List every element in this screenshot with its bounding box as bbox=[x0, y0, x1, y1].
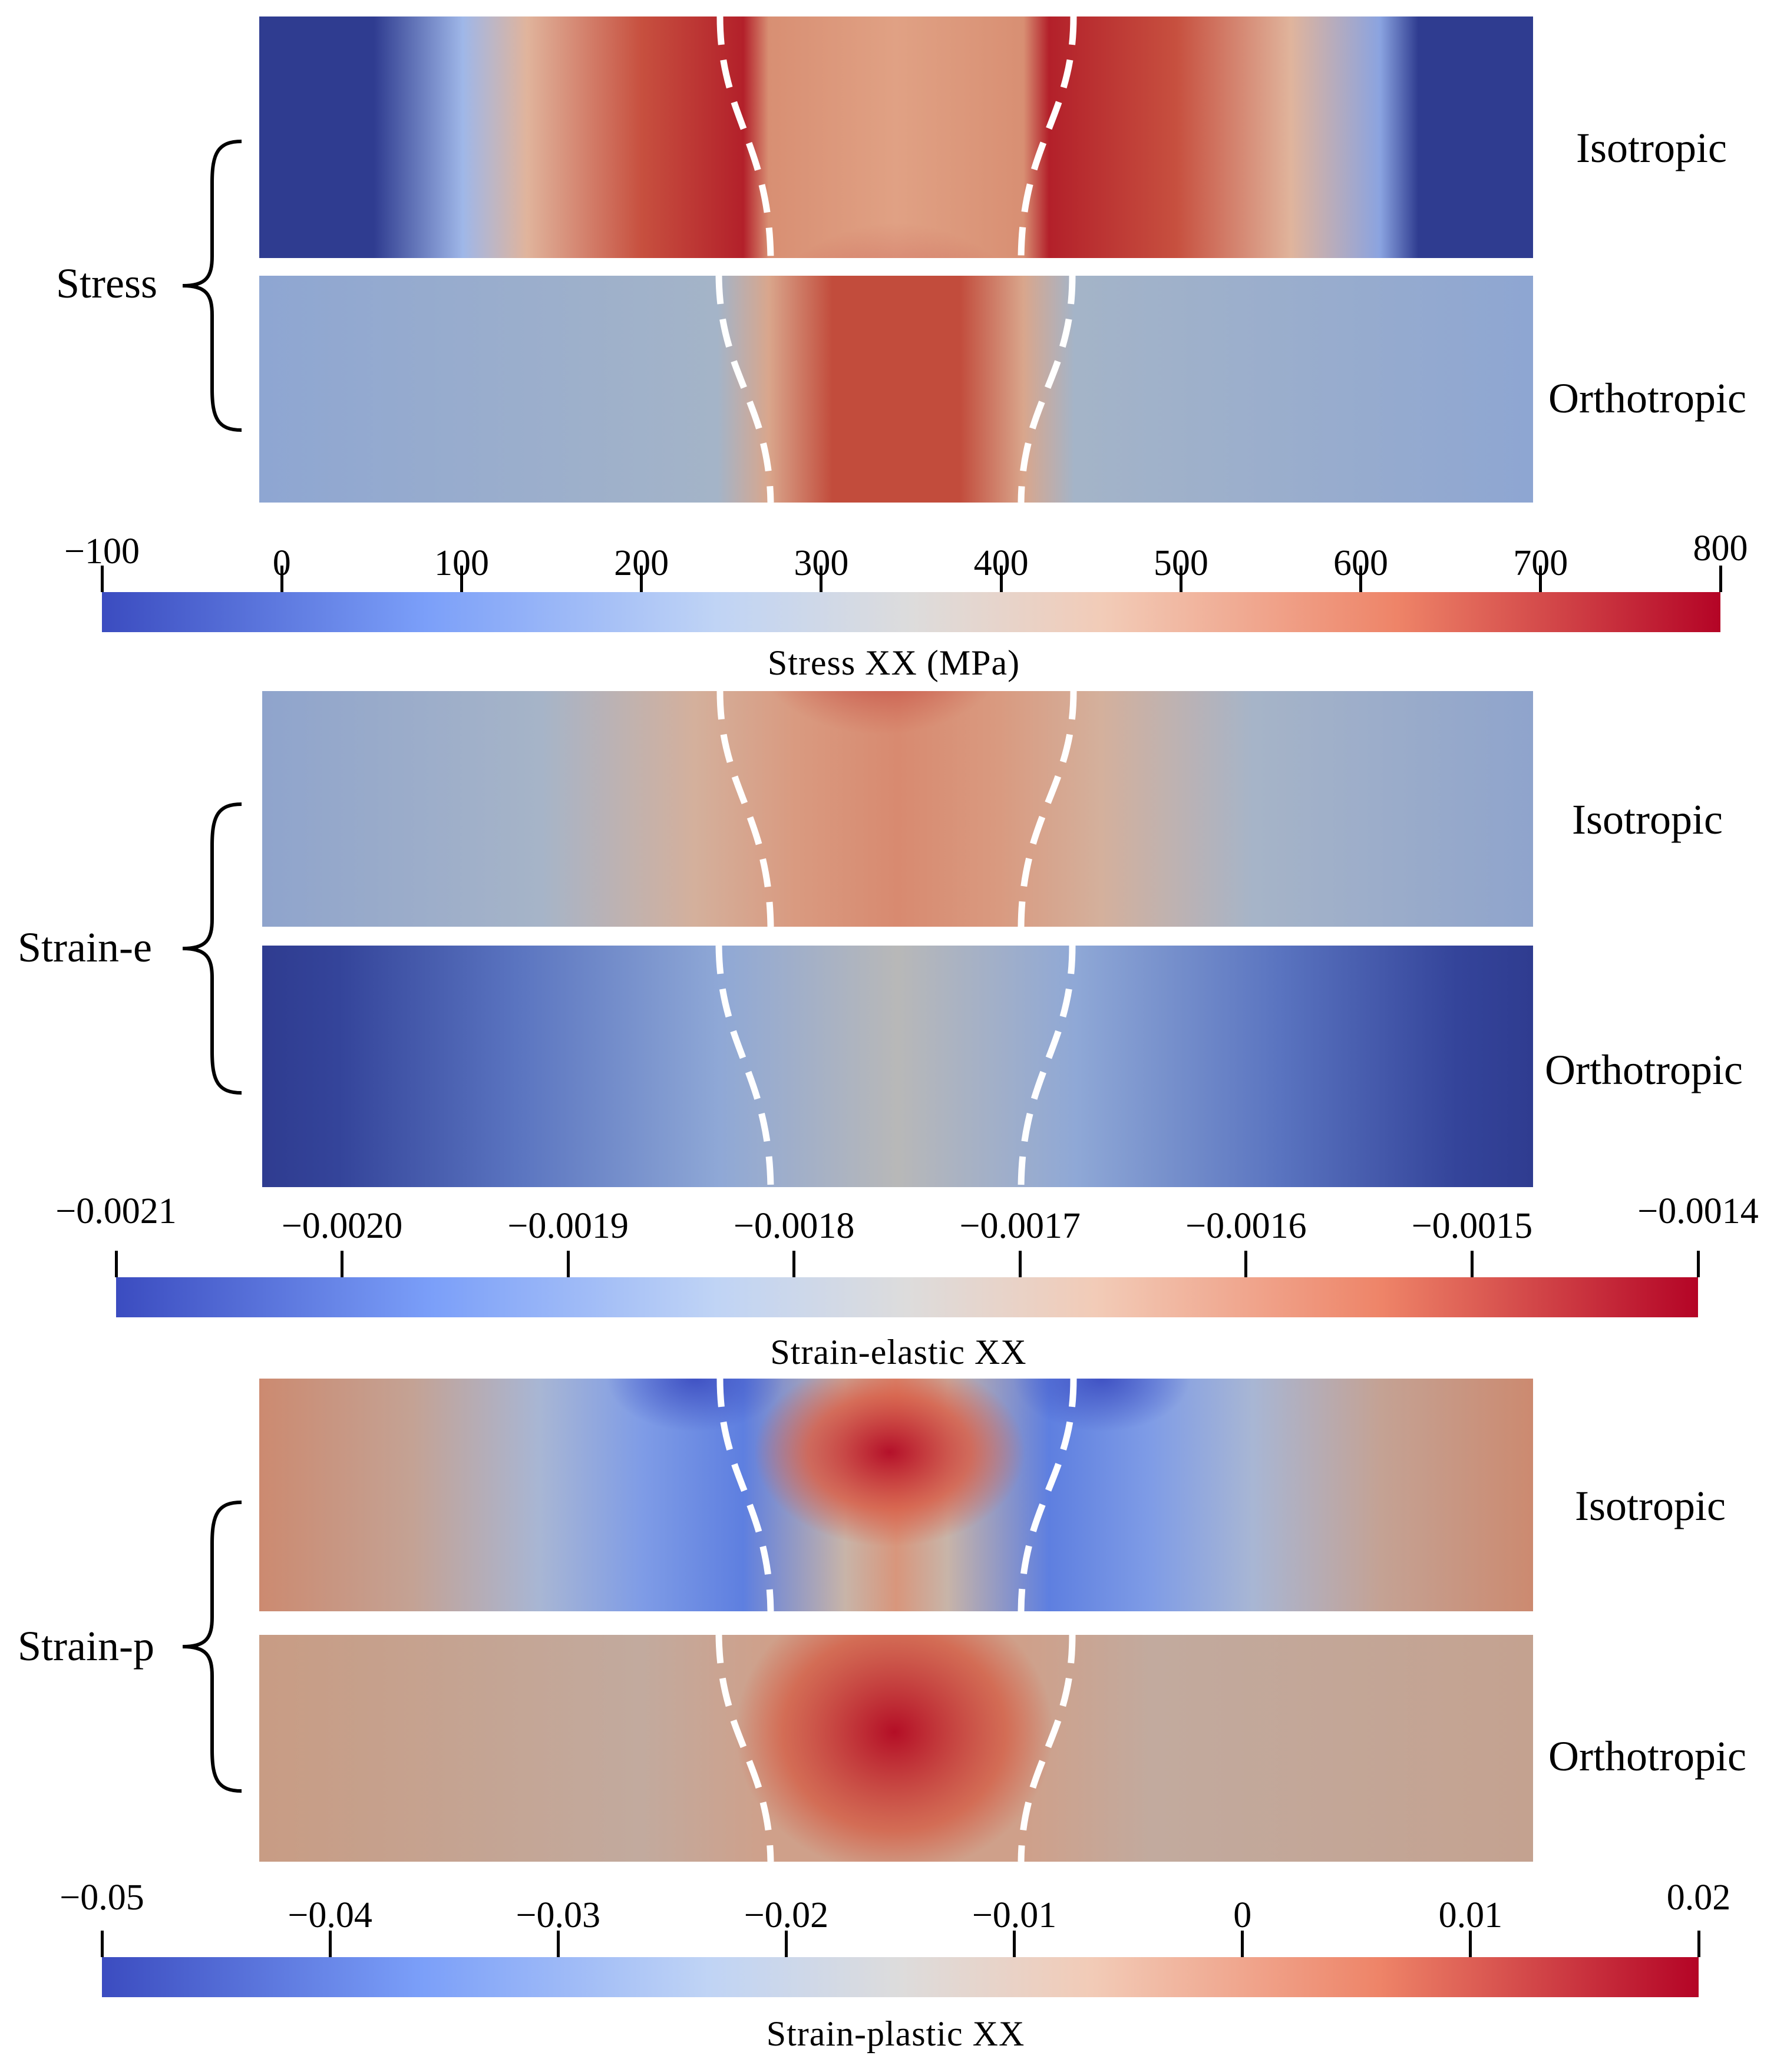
colorbar-tick bbox=[792, 1251, 796, 1277]
colorbar-tick bbox=[100, 566, 104, 592]
contour-stress-orthotropic bbox=[259, 276, 1533, 503]
colorbar-tick-label: −0.05 bbox=[60, 1878, 144, 1918]
colorbar-tick-label: −0.0016 bbox=[1185, 1206, 1307, 1246]
colorbar-strain-e-title: Strain-elastic XX bbox=[770, 1333, 1027, 1372]
brace-strain-p bbox=[182, 1501, 242, 1793]
fusion-boundary-lines bbox=[715, 16, 1077, 503]
colorbar-tick-label: −100 bbox=[64, 531, 140, 571]
colorbar-tick bbox=[1470, 1251, 1474, 1277]
colorbar-tick bbox=[1013, 1931, 1016, 1957]
colorbar-tick bbox=[640, 566, 643, 592]
colorbar-tick bbox=[556, 1931, 560, 1957]
group-label-strain-e: Strain-e bbox=[18, 924, 152, 971]
colorbar-tick bbox=[566, 1251, 570, 1277]
colorbar-strain-p bbox=[102, 1957, 1699, 1997]
colorbar-tick-label: −0.0018 bbox=[733, 1206, 855, 1246]
contour-strain-e-isotropic bbox=[262, 691, 1533, 927]
colorbar-tick-label: −0.0015 bbox=[1411, 1206, 1533, 1246]
colorbar-tick bbox=[1539, 566, 1542, 592]
colorbar-tick-label: −0.0014 bbox=[1637, 1191, 1759, 1231]
colorbar-tick bbox=[114, 1251, 118, 1277]
colorbar-tick-label: 600 bbox=[1333, 543, 1389, 583]
colorbar-tick bbox=[1697, 1931, 1700, 1957]
colorbar-tick bbox=[1018, 1251, 1022, 1277]
colorbar-tick bbox=[1244, 1251, 1248, 1277]
colorbar-tick bbox=[1696, 1251, 1700, 1277]
brace-stress bbox=[182, 140, 242, 432]
colorbar-tick-label: 0 bbox=[1233, 1895, 1252, 1935]
colorbar-tick-label: 0 bbox=[272, 543, 291, 583]
colorbar-tick-label: −0.01 bbox=[972, 1895, 1057, 1935]
colorbar-tick bbox=[784, 1931, 788, 1957]
colorbar-tick-label: 300 bbox=[794, 543, 849, 583]
row-label-isotropic: Isotropic bbox=[1572, 796, 1723, 843]
colorbar-tick-label: −0.0021 bbox=[55, 1191, 177, 1231]
colorbar-tick-label: 100 bbox=[434, 543, 489, 583]
colorbar-tick-label: 700 bbox=[1513, 543, 1568, 583]
colorbar-tick bbox=[1469, 1931, 1472, 1957]
colorbar-tick-label: 0.01 bbox=[1438, 1895, 1503, 1935]
colorbar-tick-label: −0.02 bbox=[744, 1895, 829, 1935]
brace-strain-e bbox=[182, 802, 242, 1095]
contour-strain-p-isotropic bbox=[259, 1379, 1533, 1611]
colorbar-tick bbox=[999, 566, 1003, 592]
contour-strain-p-orthotropic bbox=[259, 1635, 1533, 1862]
colorbar-tick bbox=[100, 1931, 104, 1957]
section-stress: Stress Isotropic Orthotropic −100 0 100 200… bbox=[0, 0, 1787, 683]
colorbar-tick-label: 800 bbox=[1693, 528, 1748, 569]
colorbar-tick bbox=[1359, 566, 1363, 592]
colorbar-tick-label: 500 bbox=[1153, 543, 1208, 583]
colorbar-tick bbox=[1241, 1931, 1244, 1957]
colorbar-tick bbox=[820, 566, 823, 592]
row-label-orthotropic: Orthotropic bbox=[1545, 1046, 1743, 1093]
row-label-orthotropic: Orthotropic bbox=[1548, 375, 1746, 422]
colorbar-tick bbox=[280, 566, 283, 592]
contour-stress-isotropic bbox=[259, 16, 1533, 258]
colorbar-tick-label: 200 bbox=[614, 543, 669, 583]
group-label-strain-p: Strain-p bbox=[18, 1622, 154, 1670]
colorbar-tick bbox=[328, 1931, 332, 1957]
colorbar-tick bbox=[1719, 566, 1722, 592]
colorbar-stress bbox=[102, 592, 1720, 632]
colorbar-tick-label: −0.03 bbox=[516, 1895, 601, 1935]
colorbar-tick-label: 400 bbox=[973, 543, 1029, 583]
colorbar-tick bbox=[460, 566, 463, 592]
colorbar-tick bbox=[1179, 566, 1182, 592]
colorbar-tick bbox=[341, 1251, 344, 1277]
row-label-isotropic: Isotropic bbox=[1576, 124, 1727, 171]
colorbar-strain-p-title: Strain-plastic XX bbox=[766, 2014, 1025, 2053]
contour-strain-e-orthotropic bbox=[262, 946, 1533, 1187]
row-label-isotropic: Isotropic bbox=[1575, 1482, 1726, 1529]
colorbar-tick-label: −0.0017 bbox=[959, 1206, 1081, 1246]
colorbar-strain-e bbox=[116, 1277, 1698, 1317]
group-label-stress: Stress bbox=[56, 260, 158, 307]
colorbar-tick-label: −0.0020 bbox=[281, 1206, 403, 1246]
row-label-orthotropic: Orthotropic bbox=[1548, 1733, 1746, 1780]
colorbar-tick-label: −0.04 bbox=[288, 1895, 372, 1935]
colorbar-stress-title: Stress XX (MPa) bbox=[767, 643, 1020, 682]
colorbar-tick-label: −0.0019 bbox=[507, 1206, 629, 1246]
colorbar-tick-label: 0.02 bbox=[1666, 1878, 1731, 1918]
